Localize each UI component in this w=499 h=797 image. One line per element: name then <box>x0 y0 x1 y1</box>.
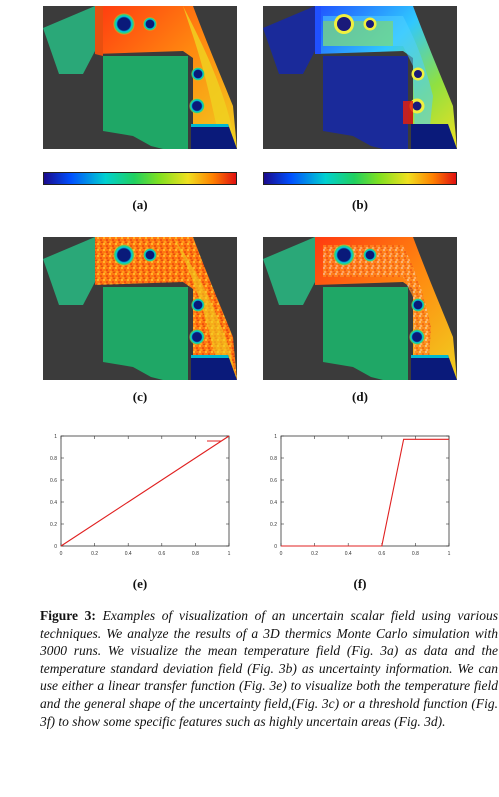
y-tick-label: 0.8 <box>270 456 277 462</box>
panel-a-mean-temperature <box>43 6 237 149</box>
colorbar-a <box>43 172 237 185</box>
chart-f-svg: 0 0.2 0.4 0.6 0.8 1 0 0.2 0.4 0.6 0.8 1 <box>270 434 451 557</box>
y-tick-label: 0.8 <box>50 456 57 462</box>
chart-e-svg: 0 0.2 0.4 0.6 0.8 1 0 0.2 0.4 0.6 0.8 1 <box>50 434 231 557</box>
x-tick-label: 0.4 <box>125 551 132 557</box>
chart-e-linear-transfer-function: 0 0.2 0.4 0.6 0.8 1 0 0.2 0.4 0.6 0.8 1 <box>43 428 237 573</box>
figure-caption: Figure 3: Examples of visualization of a… <box>40 607 498 730</box>
y-tick-label: 0 <box>274 544 277 550</box>
y-tick-label: 1 <box>274 434 277 440</box>
x-tick-label: 0.6 <box>158 551 165 557</box>
chart-f-threshold-function: 0 0.2 0.4 0.6 0.8 1 0 0.2 0.4 0.6 0.8 1 <box>263 428 457 573</box>
caption-text: Examples of visualization of an uncertai… <box>40 608 498 729</box>
x-tick-label: 1 <box>228 551 231 557</box>
x-tick-label: 0.8 <box>192 551 199 557</box>
series-line-0 <box>281 438 449 547</box>
x-tick-label: 0 <box>280 551 283 557</box>
subfigure-label-a: (a) <box>132 197 148 212</box>
panel-c-linear-tf <box>43 237 237 380</box>
colorbar-b <box>263 172 457 185</box>
subfigure-label-c: (c) <box>132 389 148 404</box>
x-tick-label: 1 <box>448 551 451 557</box>
plot-frame <box>280 435 450 547</box>
panel-d-threshold-tf <box>263 237 457 380</box>
subfigure-label-e: (e) <box>132 576 148 591</box>
x-tick-label: 0 <box>60 551 63 557</box>
y-tick-label: 0.4 <box>50 500 57 506</box>
subfigure-label-d: (d) <box>352 389 368 404</box>
x-tick-label: 0.6 <box>378 551 385 557</box>
panel-b-std-deviation <box>263 6 457 149</box>
x-tick-label: 0.8 <box>412 551 419 557</box>
y-tick-label: 0.2 <box>270 522 277 528</box>
x-tick-label: 0.2 <box>91 551 98 557</box>
x-tick-label: 0.2 <box>311 551 318 557</box>
subfigure-label-b: (b) <box>352 197 368 212</box>
x-tick-label: 0.4 <box>345 551 352 557</box>
y-tick-label: 0 <box>54 544 57 550</box>
y-tick-label: 0.4 <box>270 500 277 506</box>
subfigure-label-f: (f) <box>353 576 367 591</box>
plot-frame <box>60 435 230 547</box>
y-tick-label: 1 <box>54 434 57 440</box>
y-tick-label: 0.2 <box>50 522 57 528</box>
y-tick-label: 0.6 <box>270 478 277 484</box>
caption-figure-label: Figure 3: <box>40 608 96 623</box>
y-tick-label: 0.6 <box>50 478 57 484</box>
series-line-0 <box>60 435 230 547</box>
